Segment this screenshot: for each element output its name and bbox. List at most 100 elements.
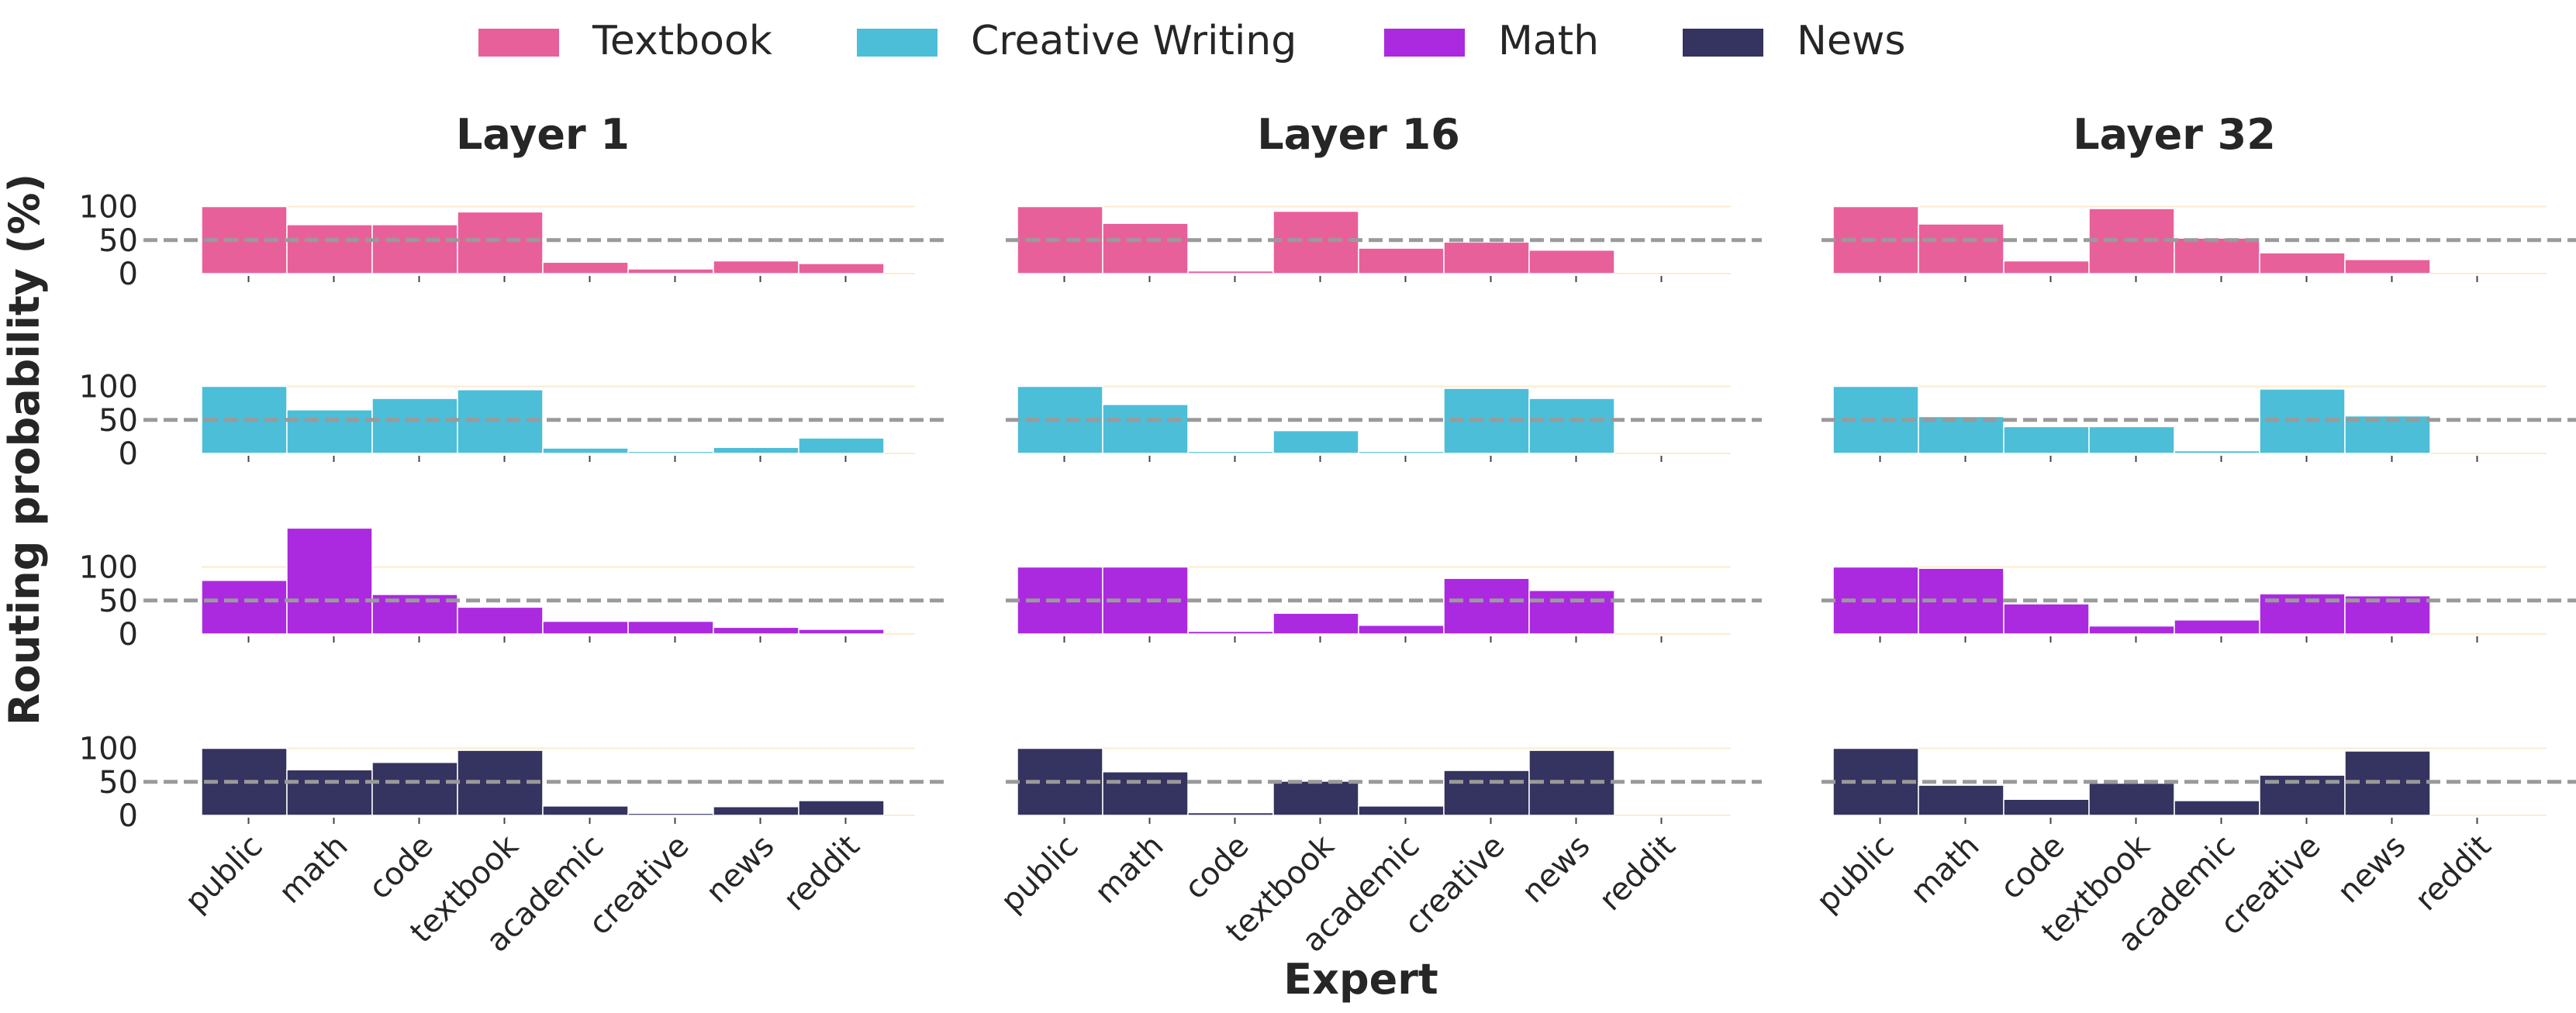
- bar-academic: [2174, 237, 2260, 274]
- bar-textbook: [457, 606, 544, 635]
- bar-news: [713, 260, 799, 274]
- y-tick-label: 50: [98, 403, 138, 439]
- panel: [143, 385, 946, 462]
- y-axis-label: Routing probability (%): [0, 174, 49, 725]
- y-tick-label: 0: [119, 436, 138, 472]
- bar-math: [1102, 771, 1189, 816]
- bar-academic: [1358, 805, 1445, 816]
- bar-creative: [1443, 770, 1530, 816]
- bar-math: [286, 224, 373, 274]
- panel: [143, 747, 946, 824]
- panels: Layer 1 Layer 16 Layer 3205010005010005010…: [79, 110, 2576, 960]
- x-tick-label: code: [1178, 829, 1256, 907]
- bar-academic: [1358, 247, 1445, 274]
- panel-title: Layer 32: [2073, 110, 2276, 159]
- panel: [1822, 747, 2576, 824]
- bar-math: [286, 769, 373, 816]
- panel-title: Layer 16: [1257, 110, 1460, 159]
- y-tick-label: 0: [119, 617, 138, 653]
- bar-math: [1918, 415, 2005, 454]
- y-tick-label: 100: [79, 190, 138, 226]
- panel: [1006, 205, 1762, 282]
- bar-textbook: [1272, 780, 1359, 816]
- bar-code: [1187, 630, 1274, 635]
- bar-news: [713, 446, 799, 454]
- bar-textbook: [1272, 429, 1359, 454]
- legend-label: Math: [1498, 18, 1599, 64]
- bar-creative: [1443, 241, 1530, 274]
- bar-academic: [2174, 450, 2260, 454]
- bar-news: [1528, 590, 1615, 635]
- legend-label: Creative Writing: [971, 18, 1297, 64]
- bar-news: [1528, 249, 1615, 274]
- bar-news: [713, 626, 799, 635]
- bar-math: [286, 527, 373, 635]
- panel: [1822, 205, 2576, 282]
- bar-news: [2344, 415, 2431, 454]
- bar-code: [371, 398, 458, 454]
- y-tick-label: 100: [79, 550, 138, 586]
- bar-math: [1918, 784, 2005, 816]
- legend-item-creative-writing: Creative Writing: [857, 18, 1297, 64]
- bar-academic: [1358, 450, 1445, 454]
- panel: [1822, 566, 2576, 643]
- legend-item-textbook: Textbook: [478, 18, 772, 64]
- panel: [1006, 747, 1762, 824]
- bar-public: [201, 580, 288, 635]
- bar-math: [1918, 223, 2005, 274]
- bar-news: [713, 806, 799, 816]
- x-tick-label: math: [1088, 829, 1170, 911]
- bar-code: [371, 761, 458, 816]
- x-tick-label: news: [2331, 829, 2413, 911]
- bar-textbook: [1272, 612, 1359, 635]
- bar-creative: [627, 620, 714, 635]
- bar-math: [286, 409, 373, 454]
- y-tick-label: 50: [98, 765, 138, 801]
- x-tick-label: public: [1810, 829, 1901, 920]
- bar-code: [1187, 450, 1274, 454]
- bar-code: [371, 224, 458, 274]
- bar-code: [2003, 426, 2090, 454]
- bar-math: [1102, 404, 1189, 454]
- bar-code: [2003, 260, 2090, 274]
- x-tick-label: news: [699, 829, 782, 911]
- x-tick-label: code: [362, 829, 440, 907]
- bar-reddit: [798, 263, 885, 274]
- bar-creative: [2259, 252, 2346, 274]
- panel-title: Layer 1: [456, 110, 630, 159]
- bar-creative: [627, 450, 714, 454]
- x-tick-label: public: [178, 829, 270, 920]
- bar-news: [1528, 398, 1615, 454]
- legend-label: Textbook: [592, 18, 772, 64]
- y-tick-label: 100: [79, 732, 138, 767]
- bar-creative: [627, 268, 714, 274]
- bar-academic: [2174, 619, 2260, 635]
- panel: [1822, 385, 2576, 462]
- panel: [1006, 566, 1762, 643]
- x-tick-label: news: [1515, 829, 1597, 911]
- y-tick-label: 0: [119, 798, 138, 834]
- bar-academic: [542, 805, 629, 816]
- y-tick-label: 50: [98, 223, 138, 259]
- panel: [1006, 385, 1762, 462]
- bar-textbook: [457, 211, 544, 274]
- bar-academic: [542, 447, 629, 454]
- bar-academic: [542, 261, 629, 274]
- legend-swatch: [1384, 29, 1465, 57]
- bar-creative: [627, 812, 714, 816]
- bar-reddit: [798, 629, 885, 635]
- legend-swatch: [857, 29, 938, 57]
- bar-textbook: [2088, 782, 2175, 816]
- bar-code: [1187, 811, 1274, 816]
- y-tick-label: 100: [79, 370, 138, 405]
- bar-creative: [1443, 577, 1530, 635]
- bar-code: [2003, 603, 2090, 635]
- legend-label: News: [1797, 18, 1906, 64]
- x-axis-label: Expert: [1283, 955, 1438, 1004]
- bar-reddit: [798, 800, 885, 816]
